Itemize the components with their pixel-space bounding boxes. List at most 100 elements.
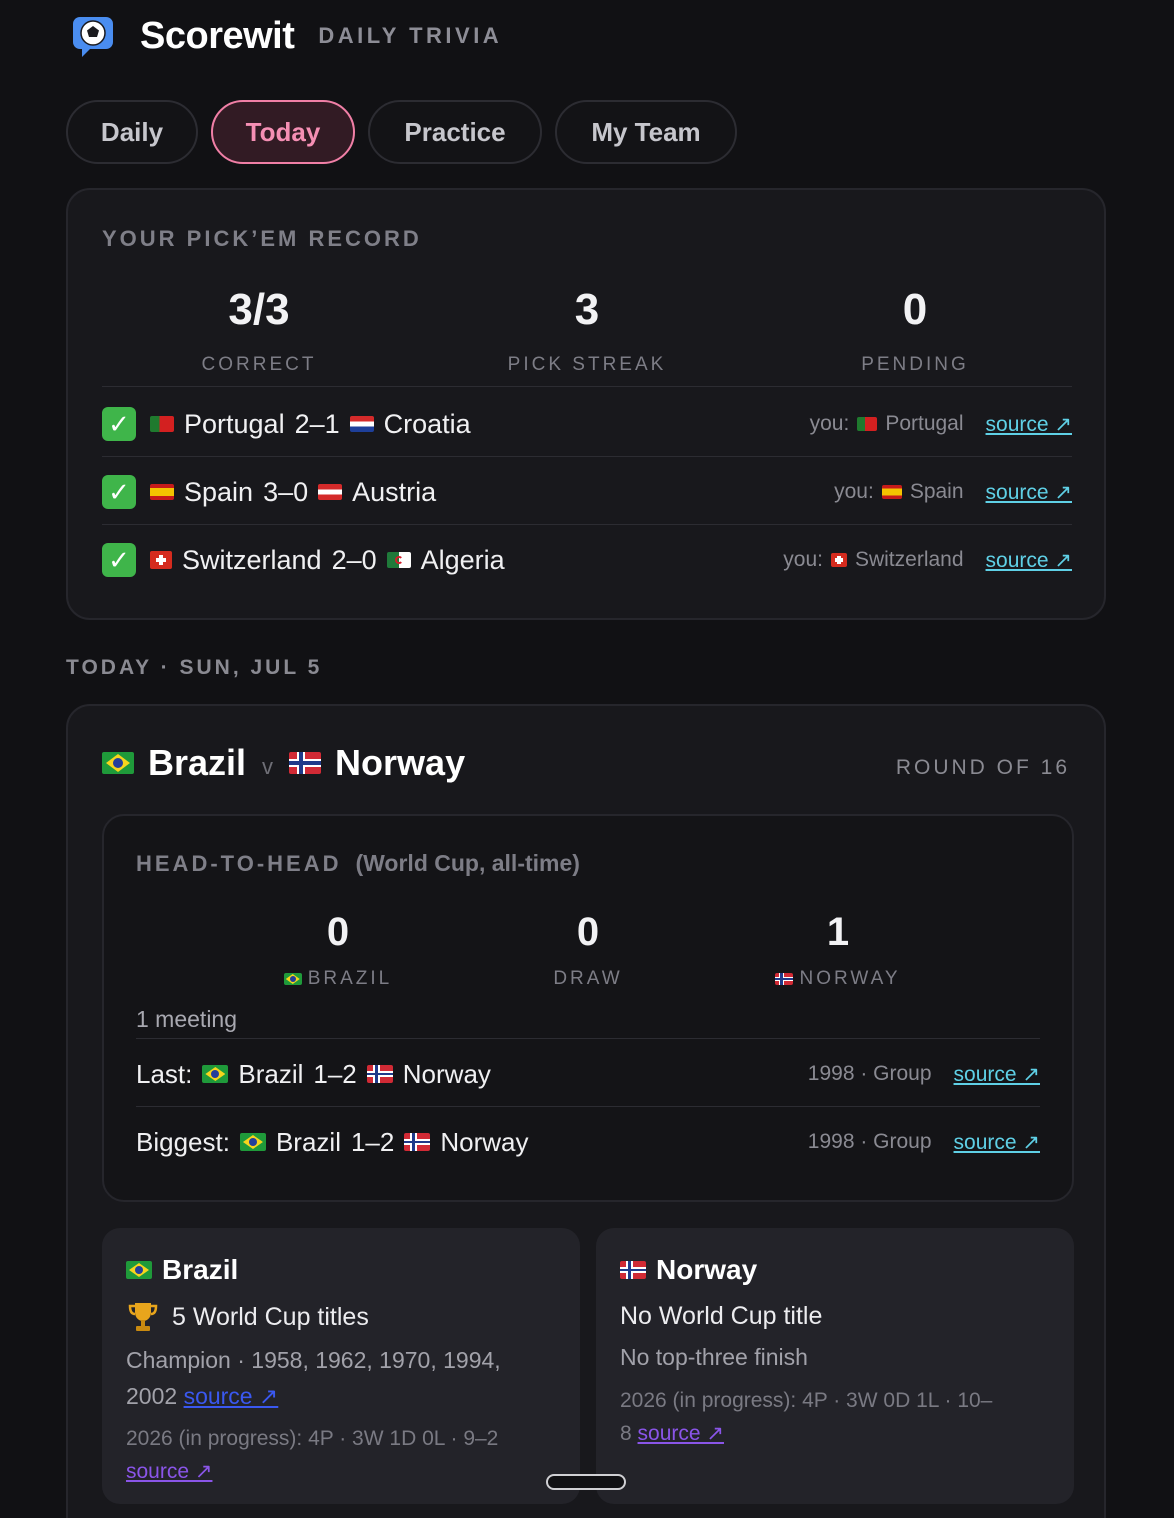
pick-home-team: Portugal bbox=[184, 408, 285, 439]
team-card-brazil: Brazil 5 World Cup titles Champion · 195… bbox=[102, 1228, 580, 1504]
your-pick-team: Portugal bbox=[885, 412, 964, 435]
team-detail-line2: 2002 bbox=[126, 1383, 178, 1409]
scroll-handle[interactable] bbox=[546, 1474, 626, 1490]
portugal-flag-icon bbox=[857, 417, 878, 431]
tab-daily[interactable]: Daily bbox=[66, 100, 198, 164]
team-current-line2: 8 bbox=[620, 1422, 632, 1445]
pick-match: Portugal 2–1 Croatia bbox=[150, 409, 471, 440]
team-detail: Champion · 1958, 1962, 1970, 1994, 2002 … bbox=[126, 1342, 566, 1414]
croatia-flag-icon bbox=[349, 416, 374, 432]
h2h-norway-value: 1 bbox=[826, 910, 850, 954]
h2h-biggest-prefix: Biggest: bbox=[136, 1126, 230, 1157]
team-card-header: Norway bbox=[620, 1254, 757, 1286]
h2h-biggest-home: Brazil bbox=[275, 1126, 341, 1157]
h2h-brazil-label-wrap: BRAZIL bbox=[188, 968, 488, 990]
pick-home-team: Spain bbox=[184, 476, 254, 507]
h2h-last-meta: 1998 · Group bbox=[807, 1062, 932, 1085]
stat-correct-value: 3/3 bbox=[228, 285, 290, 334]
pick-match: Switzerland 2–0 Algeria bbox=[150, 545, 505, 576]
source-link[interactable]: source ↗ bbox=[183, 1383, 279, 1409]
check-icon: ✓ bbox=[102, 475, 136, 509]
brazil-flag-icon bbox=[202, 1065, 229, 1083]
tagline: DAILY TRIVIA bbox=[318, 23, 503, 48]
source-link[interactable]: source ↗ bbox=[985, 480, 1072, 504]
tab-today[interactable]: Today bbox=[211, 100, 355, 164]
source-link[interactable]: source ↗ bbox=[985, 548, 1072, 572]
h2h-biggest-away: Norway bbox=[440, 1126, 529, 1157]
brand-name: Scorewit bbox=[140, 14, 295, 57]
check-icon: ✓ bbox=[102, 543, 136, 577]
pick-row: ✓ Portugal 2–1 Croatia you: Portugal sou… bbox=[102, 404, 1072, 444]
head-to-head-panel: HEAD-TO-HEAD (World Cup, all-time) 0 BRA… bbox=[102, 814, 1074, 1202]
h2h-norway-label: NORWAY bbox=[799, 968, 901, 989]
check-icon: ✓ bbox=[102, 407, 136, 441]
h2h-brazil-wins: 0 BRAZIL bbox=[188, 912, 488, 990]
h2h-biggest-match: Biggest: Brazil 1–2 Norway bbox=[136, 1127, 529, 1158]
pick-score: 2–0 bbox=[331, 544, 377, 575]
source-link[interactable]: source ↗ bbox=[985, 412, 1072, 436]
h2h-norway-wins: 1 NORWAY bbox=[688, 912, 988, 990]
pick-home-team: Switzerland bbox=[182, 544, 322, 575]
tab-my-team[interactable]: My Team bbox=[555, 100, 737, 164]
h2h-draws: 0 DRAW bbox=[438, 912, 738, 990]
spain-flag-icon bbox=[881, 485, 902, 499]
norway-flag-icon bbox=[404, 1133, 431, 1151]
h2h-brazil-value: 0 bbox=[326, 910, 350, 954]
h2h-last-prefix: Last: bbox=[136, 1058, 193, 1089]
h2h-draw-label: DRAW bbox=[553, 968, 623, 989]
pick-score: 2–1 bbox=[294, 408, 340, 439]
h2h-meeting-count: 1 meeting bbox=[136, 1006, 238, 1032]
team-current-line: 2026 (in progress): 4P · 3W 1D 0L · 9–2 bbox=[126, 1427, 499, 1450]
stat-pick-streak: 3 PICK STREAK bbox=[437, 288, 737, 376]
h2h-norway-label-wrap: NORWAY bbox=[688, 968, 988, 990]
switzerland-flag-icon bbox=[150, 551, 172, 569]
h2h-last-home: Brazil bbox=[238, 1058, 304, 1089]
team-current-line: 2026 (in progress): 4P · 3W 0D 1L · 10– bbox=[620, 1389, 993, 1412]
stat-correct-label: CORRECT bbox=[201, 354, 317, 375]
team-name: Brazil bbox=[162, 1254, 239, 1285]
soccer-ball-chat-icon[interactable] bbox=[72, 15, 114, 57]
your-pick-label: you: bbox=[809, 412, 850, 435]
match-title: Brazil v Norway bbox=[102, 740, 465, 786]
h2h-draw-value: 0 bbox=[576, 910, 600, 954]
match-home-team: Brazil bbox=[148, 742, 247, 783]
team-card-norway: Norway No World Cup title No top-three f… bbox=[596, 1228, 1074, 1504]
algeria-flag-icon bbox=[386, 552, 411, 568]
norway-flag-icon bbox=[775, 973, 794, 985]
source-link[interactable]: source ↗ bbox=[953, 1130, 1040, 1154]
stat-pending-value: 0 bbox=[902, 285, 928, 334]
stat-streak-label: PICK STREAK bbox=[507, 354, 667, 375]
tab-practice[interactable]: Practice bbox=[368, 100, 542, 164]
your-pick: you: Switzerland bbox=[783, 548, 963, 572]
h2h-biggest-meta: 1998 · Group bbox=[807, 1130, 932, 1153]
team-titles: No World Cup title bbox=[620, 1302, 823, 1330]
h2h-biggest-row: Biggest: Brazil 1–2 Norway 1998 · Group … bbox=[136, 1122, 1040, 1162]
h2h-last-score: 1–2 bbox=[313, 1058, 357, 1089]
norway-flag-icon bbox=[289, 752, 322, 774]
today-section-title: TODAY · SUN, JUL 5 bbox=[66, 656, 323, 679]
pick-match: Spain 3–0 Austria bbox=[150, 477, 436, 508]
team-detail-line1: Champion · 1958, 1962, 1970, 1994, bbox=[126, 1347, 501, 1373]
source-link[interactable]: source ↗ bbox=[126, 1460, 213, 1483]
spain-flag-icon bbox=[150, 484, 174, 500]
your-pick-team: Spain bbox=[909, 480, 964, 503]
source-link[interactable]: source ↗ bbox=[637, 1422, 724, 1445]
app-header: Scorewit DAILY TRIVIA bbox=[72, 14, 502, 58]
team-titles-line: 5 World Cup titles bbox=[126, 1300, 369, 1334]
team-titles: 5 World Cup titles bbox=[172, 1302, 369, 1331]
portugal-flag-icon bbox=[150, 416, 174, 432]
source-link[interactable]: source ↗ bbox=[953, 1062, 1040, 1086]
pick-row: ✓ Spain 3–0 Austria you: Spain source ↗ bbox=[102, 472, 1072, 512]
brazil-flag-icon bbox=[283, 973, 302, 985]
team-current: 2026 (in progress): 4P · 3W 1D 0L · 9–2 … bbox=[126, 1422, 566, 1488]
team-card-header: Brazil bbox=[126, 1254, 238, 1286]
stat-streak-value: 3 bbox=[574, 285, 600, 334]
match-round: ROUND OF 16 bbox=[895, 756, 1070, 779]
stat-pending: 0 PENDING bbox=[765, 288, 1065, 376]
h2h-brazil-label: BRAZIL bbox=[307, 968, 393, 989]
team-detail: No top-three finish bbox=[620, 1344, 808, 1370]
h2h-last-row: Last: Brazil 1–2 Norway 1998 · Group sou… bbox=[136, 1054, 1040, 1094]
team-name: Norway bbox=[656, 1254, 758, 1285]
pick-away-team: Algeria bbox=[420, 544, 505, 575]
h2h-title: HEAD-TO-HEAD (World Cup, all-time) bbox=[136, 850, 580, 877]
